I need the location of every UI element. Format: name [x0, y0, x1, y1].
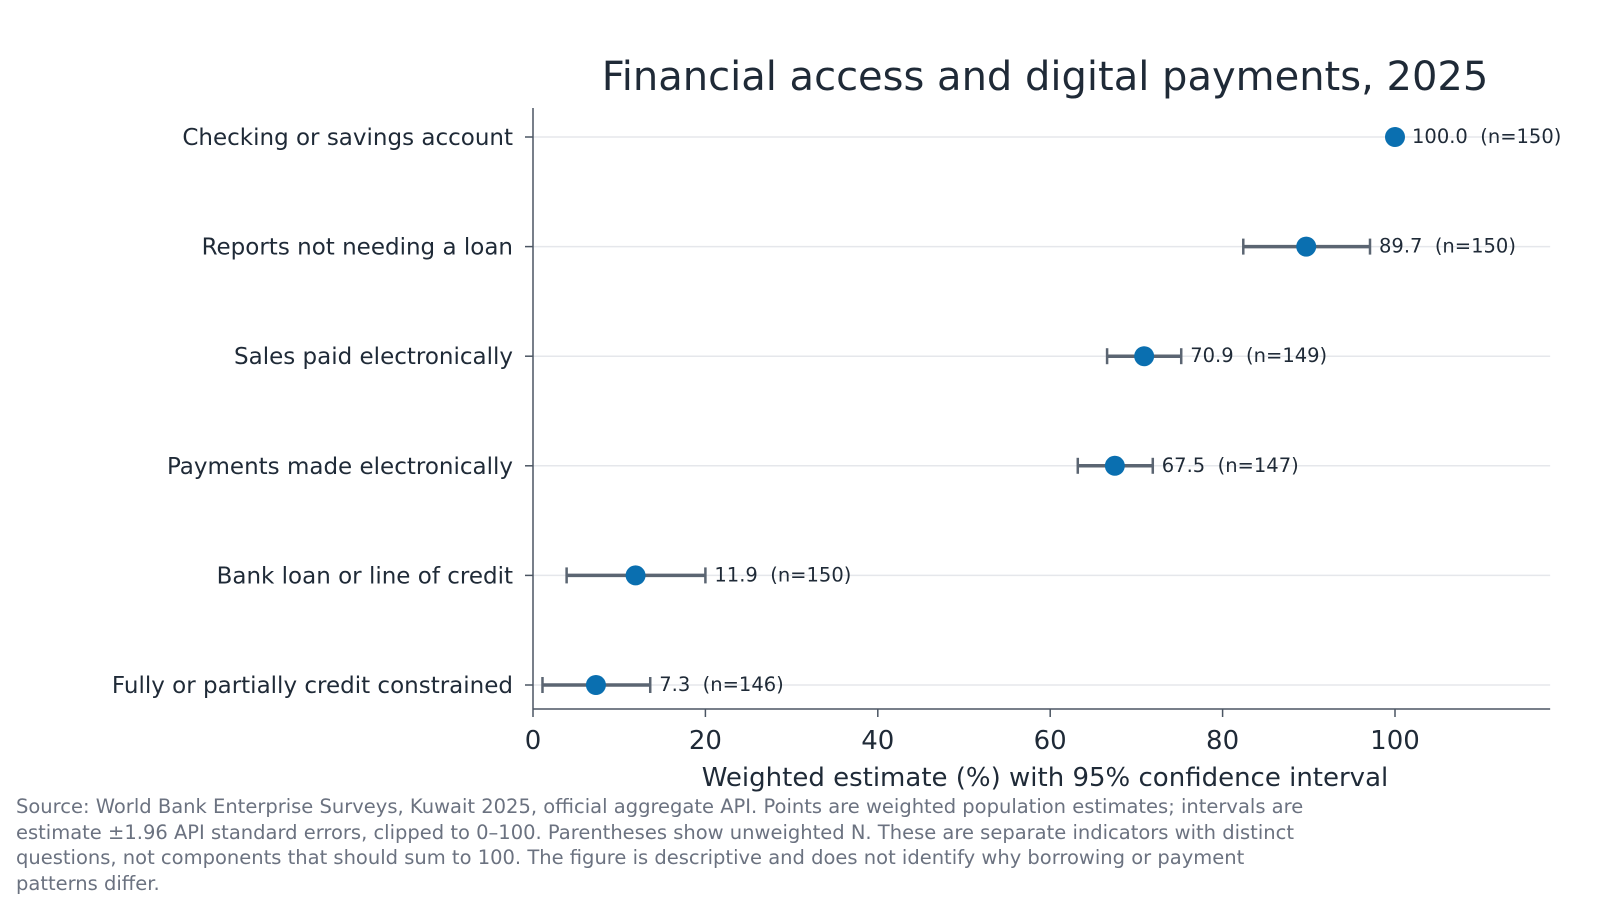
- gridlines: [533, 136, 1551, 686]
- data-point: [625, 565, 646, 586]
- y-tick-label: Payments made electronically: [167, 454, 513, 480]
- x-tick-label: 0: [525, 726, 542, 756]
- y-tick-label: Bank loan or line of credit: [217, 563, 513, 589]
- data-point: [1104, 455, 1125, 476]
- data-point: [585, 675, 606, 695]
- data-label: 70.9 (n=149): [1190, 344, 1327, 367]
- data-point: [1296, 236, 1317, 257]
- data-label: 100.0 (n=150): [1412, 125, 1561, 148]
- data-label: 11.9 (n=150): [714, 563, 851, 586]
- x-tick-label: 60: [1034, 726, 1067, 756]
- x-axis-label: Weighted estimate (%) with 95% confidenc…: [702, 763, 1388, 793]
- data-point: [1134, 346, 1155, 367]
- data-point: [1385, 127, 1405, 147]
- x-tick-label: 80: [1206, 726, 1239, 756]
- x-tick-label: 100: [1370, 726, 1420, 756]
- data-label: 67.5 (n=147): [1162, 454, 1299, 477]
- data-label: 7.3 (n=146): [659, 673, 784, 696]
- y-tick-label: Sales paid electronically: [234, 344, 513, 370]
- x-tick-label: 20: [689, 726, 722, 756]
- y-tick-label: Checking or savings account: [182, 125, 513, 151]
- axes: 0 20 40 60 80 100 Checking or savings account R…: [112, 108, 1551, 756]
- chart-title: Financial access and digital payments, 2…: [602, 54, 1489, 100]
- data-marks: 100.0 (n=150) 89.7 (n=150) 70.9 (n=149) 67.…: [541, 125, 1561, 696]
- y-tick-label: Fully or partially credit constrained: [112, 673, 513, 699]
- y-tick-label: Reports not needing a loan: [202, 235, 513, 261]
- x-tick-label: 40: [861, 726, 894, 756]
- data-label: 89.7 (n=150): [1379, 235, 1516, 258]
- source-note: Source: World Bank Enterprise Surveys, K…: [16, 795, 1304, 895]
